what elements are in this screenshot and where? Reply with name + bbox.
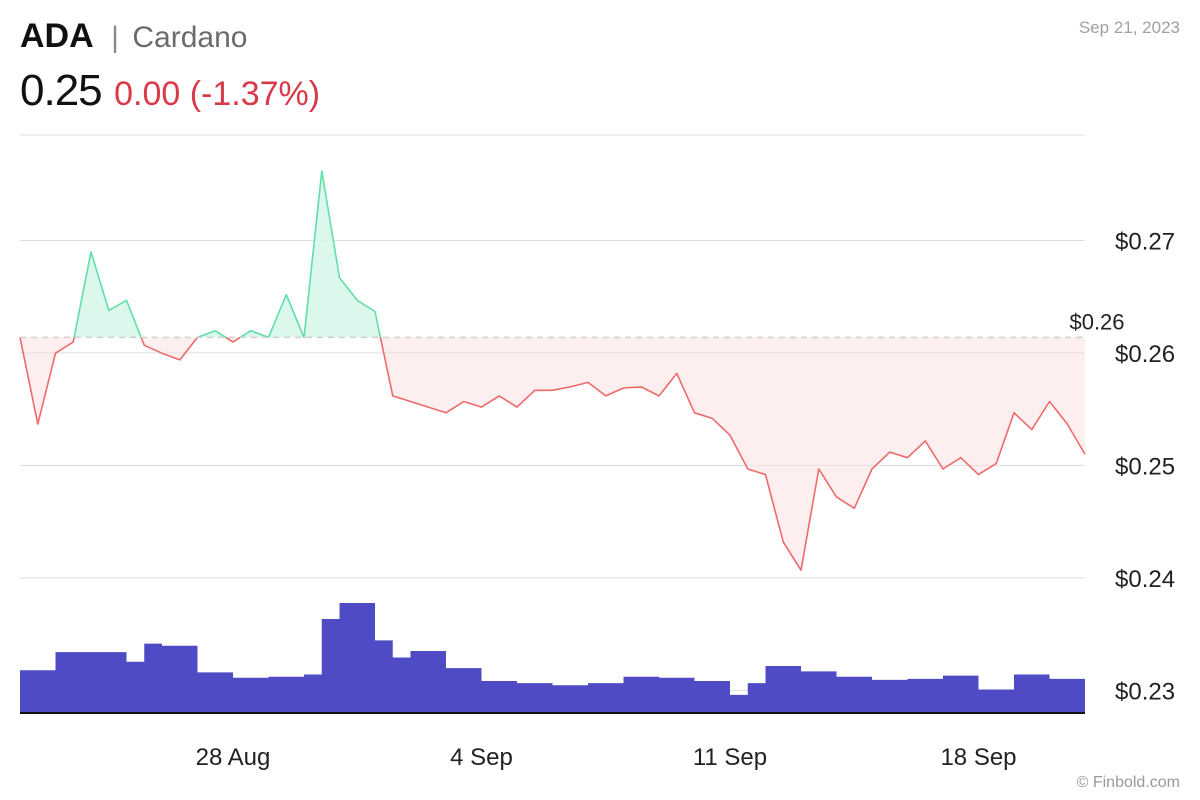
y-tick-label: $0.24: [1115, 566, 1175, 593]
asset-name: Cardano: [132, 21, 248, 54]
price-line-down: [379, 337, 1086, 571]
ticker-line: ADA | Cardano: [20, 14, 320, 60]
y-tick-label: $0.26: [1115, 341, 1175, 368]
price-line-up: [73, 251, 142, 338]
reference-price-label: $0.26: [1069, 309, 1124, 334]
price-area-up: [197, 330, 226, 338]
price-areas: [20, 171, 1085, 571]
price-line: 0.25 0.00 (-1.37%): [20, 66, 320, 116]
price-area-down: [225, 337, 241, 342]
price-line-down: [225, 336, 241, 343]
y-axis-ticks: $0.23 $0.24 $0.25 $0.26 $0.27: [1115, 228, 1175, 705]
volume-bars: [20, 603, 1085, 714]
x-tick-label: 11 Sep: [693, 744, 767, 771]
price-area-down: [380, 337, 1085, 571]
price-line-up: [197, 329, 227, 339]
price-area-up: [240, 171, 381, 338]
chart-date: Sep 21, 2023: [1078, 18, 1180, 37]
header: ADA | Cardano 0.25 0.00 (-1.37%): [20, 14, 320, 116]
current-price: 0.25: [20, 66, 103, 115]
footer-brand: © Finbold.com: [1076, 774, 1180, 791]
y-tick-label: $0.27: [1115, 228, 1175, 255]
x-tick-label: 28 Aug: [196, 744, 271, 771]
price-lines: [19, 170, 1086, 571]
x-axis-ticks: 28 Aug 4 Sep 11 Sep 18 Sep: [196, 744, 1017, 771]
reference-line: $0.26: [20, 309, 1125, 339]
y-tick-label: $0.25: [1115, 453, 1175, 480]
price-line-down: [140, 336, 199, 361]
price-area-up: [74, 251, 142, 338]
ticker-separator: |: [111, 21, 119, 54]
price-line-up: [239, 170, 382, 339]
x-tick-label: 18 Sep: [940, 744, 1016, 771]
x-tick-label: 4 Sep: [450, 744, 513, 771]
volume-area: [20, 603, 1085, 713]
ticker-symbol: ADA: [20, 17, 94, 55]
y-tick-label: $0.23: [1115, 678, 1175, 705]
price-line-down: [19, 337, 75, 425]
price-change: 0.00 (-1.37%): [114, 75, 321, 113]
